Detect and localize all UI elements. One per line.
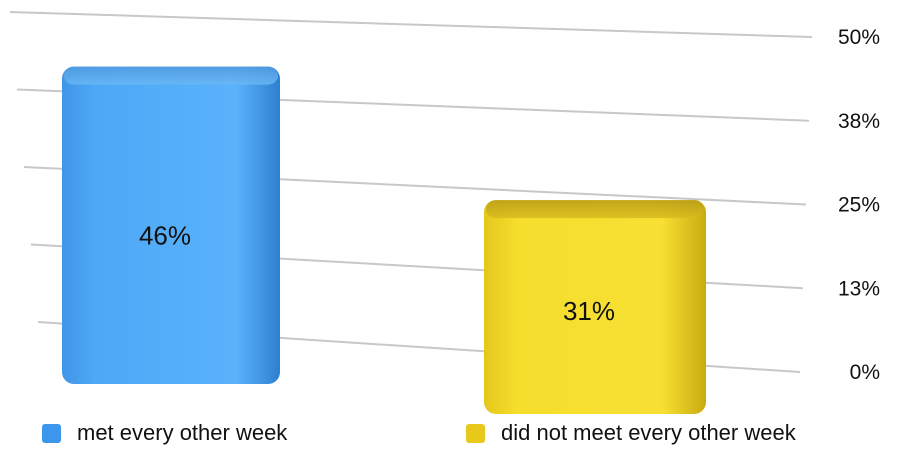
bars bbox=[62, 66, 706, 414]
bar-top-face bbox=[64, 66, 278, 85]
legend-swatch-yellow bbox=[466, 423, 485, 443]
legend-item-met: met every other week bbox=[42, 418, 287, 448]
legend-label-met: met every other week bbox=[77, 420, 288, 445]
y-tick-label: 25% bbox=[838, 194, 880, 217]
data-labels: 46% 31% bbox=[139, 220, 615, 326]
data-label: 31% bbox=[563, 296, 615, 326]
bar-top-face bbox=[486, 200, 704, 219]
legend-item-did-not-meet: did not meet every other week bbox=[466, 418, 796, 448]
y-tick-label: 13% bbox=[838, 277, 880, 300]
gridline bbox=[9, 11, 813, 38]
bar bbox=[62, 66, 280, 384]
data-label: 46% bbox=[139, 220, 191, 250]
bar bbox=[484, 200, 706, 414]
y-tick-label: 50% bbox=[838, 26, 880, 49]
y-axis-ticks: 0% 13% 25% 38% 50% bbox=[838, 26, 880, 384]
y-tick-label: 38% bbox=[838, 110, 880, 133]
y-tick-label: 0% bbox=[850, 361, 880, 384]
legend-swatch-blue bbox=[42, 423, 61, 443]
legend-label-did-not-meet: did not meet every other week bbox=[501, 420, 796, 445]
